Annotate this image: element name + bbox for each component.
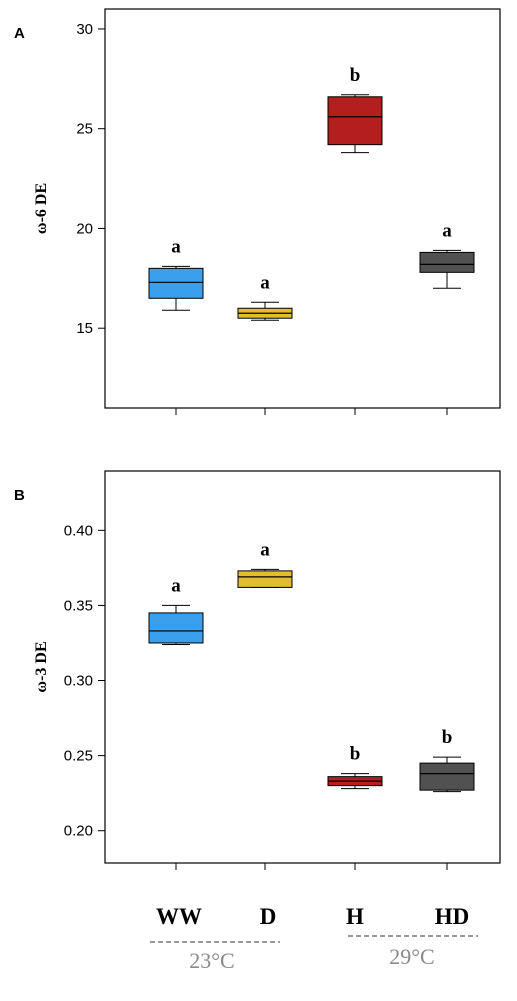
y-tick-label-a: 25 (76, 121, 93, 138)
significance-label-b-ww: a (171, 575, 181, 596)
y-tick-label-b: 0.30 (64, 673, 93, 690)
panels: Aω-6 DE 15 20 25 30 a a b a Bω-3 DE 0.20 0.25 0.30 0.… (14, 8, 501, 870)
y-tick-label-a: 30 (76, 21, 93, 38)
box-body-a-ww (148, 267, 204, 299)
box-body-a-h (327, 96, 383, 146)
plot-frame-b (104, 470, 501, 864)
y-axis-title-b: ω-3 DE (33, 641, 50, 692)
box-a-h: b (327, 65, 383, 154)
panel-b: Bω-3 DE 0.20 0.25 0.30 0.35 0.40 a a b b (14, 470, 501, 870)
y-tick-label-a: 15 (76, 320, 93, 337)
significance-label-a-hd: a (442, 220, 452, 241)
significance-label-a-d: a (260, 272, 270, 293)
significance-label-b-h: b (350, 744, 361, 765)
box-a-hd: a (419, 220, 475, 289)
panel-letter-b: B (14, 487, 25, 504)
category-label-d: D (260, 904, 277, 929)
category-label-h: H (346, 904, 364, 929)
significance-label-a-h: b (350, 65, 361, 86)
panel-letter-a: A (14, 25, 25, 42)
box-a-d: a (237, 272, 293, 321)
y-tick-label-a: 20 (76, 220, 93, 237)
box-body-b-hd (419, 762, 475, 791)
significance-label-a-ww: a (171, 236, 181, 257)
y-tick-label-b: 0.20 (64, 823, 93, 840)
y-tick-label-b: 0.40 (64, 522, 93, 539)
y-tick-label-b: 0.25 (64, 748, 93, 765)
panel-a: Aω-6 DE 15 20 25 30 a a b a (14, 8, 501, 415)
y-tick-label-b: 0.35 (64, 597, 93, 614)
box-b-h: b (327, 744, 383, 790)
category-axis: WW D H HD 23°C 29°C (150, 904, 478, 973)
box-b-ww: a (148, 575, 204, 645)
significance-label-b-hd: b (442, 727, 453, 748)
group-label-23c: 23°C (189, 948, 234, 973)
box-body-b-d (237, 570, 293, 588)
box-a-ww: a (148, 236, 204, 311)
category-label-ww: WW (156, 904, 202, 929)
box-b-hd: b (419, 727, 475, 793)
box-body-a-hd (419, 251, 475, 273)
significance-label-b-d: a (260, 539, 270, 560)
group-label-29c: 29°C (389, 944, 434, 969)
y-axis-title-a: ω-6 DE (33, 183, 50, 234)
category-label-hd: HD (435, 904, 470, 929)
plot-frame-a (104, 8, 501, 409)
box-body-b-ww (148, 612, 204, 644)
box-b-d: a (237, 539, 293, 588)
